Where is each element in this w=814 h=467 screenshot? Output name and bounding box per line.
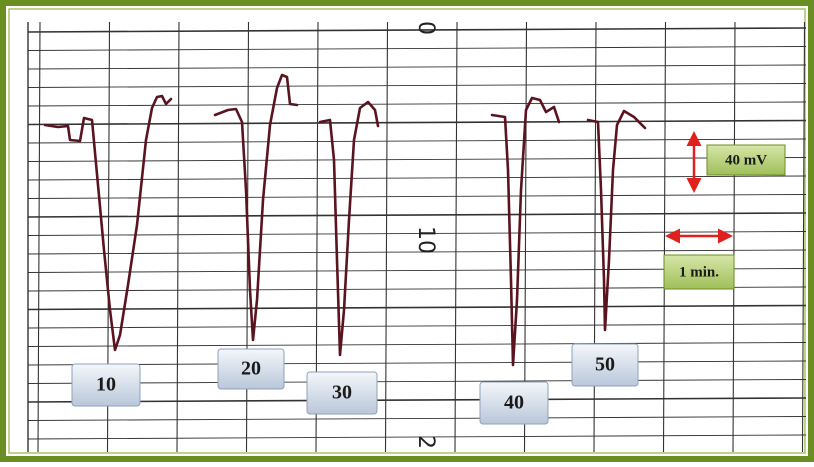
label-box: 50 (572, 344, 638, 386)
label-box: 20 (218, 349, 284, 389)
voltage-scale: 40 mV (725, 152, 767, 168)
trace-label: 50 (595, 354, 615, 376)
trace-label: 40 (504, 392, 524, 414)
label-box: 40 (480, 382, 548, 424)
page: {"scale": {"voltage": "40 mV", "time": "… (0, 0, 814, 462)
paper-mark: 10 (413, 226, 438, 254)
label-box: 10 (72, 364, 140, 406)
paper-mark: 2 (413, 435, 438, 449)
scale-box: 1 min. (664, 255, 734, 289)
trace-label: 30 (332, 382, 352, 404)
paper-mark: 0 (413, 21, 438, 35)
label-box: 30 (307, 372, 377, 414)
scale-box: 40 mV (707, 145, 785, 175)
recording-figure: 0 10 2 10 20 30 40 50 40 mV 1 min. (0, 0, 814, 462)
trace-label: 20 (241, 358, 261, 380)
time-scale: 1 min. (679, 264, 719, 280)
trace-label: 10 (96, 374, 116, 396)
